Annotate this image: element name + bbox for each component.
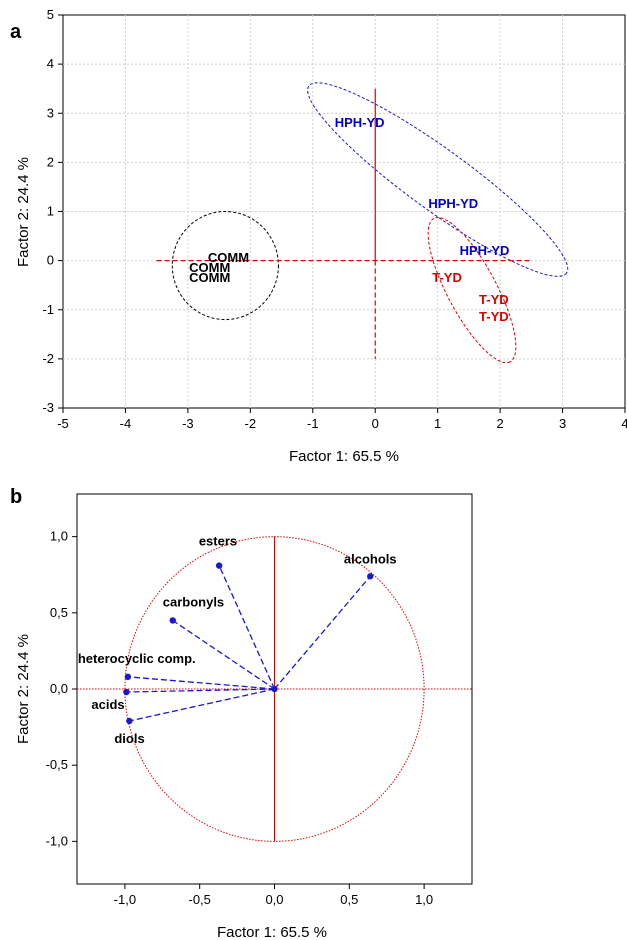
loading-label: diols xyxy=(114,731,144,746)
panel-a-x-ticks: -5 -4 -3 -2 -1 0 1 2 3 4 xyxy=(57,408,627,431)
panel-a-zero-lines xyxy=(156,88,532,359)
panel-b-x-ticks: -1,0 -0,5 0,0 0,5 1,0 xyxy=(114,884,433,907)
y-tick-label: 4 xyxy=(47,56,54,71)
x-tick-label: 1,0 xyxy=(415,892,433,907)
loading-label: carbonyls xyxy=(163,594,224,609)
panel-a-label: a xyxy=(10,21,22,43)
x-tick-label: 3 xyxy=(559,416,566,431)
origin-point xyxy=(271,685,278,693)
y-tick-label: 5 xyxy=(47,7,54,22)
y-tick-label: 2 xyxy=(47,154,54,169)
loading-vector xyxy=(172,619,275,690)
y-tick-label: -2 xyxy=(42,351,54,366)
x-tick-label: -5 xyxy=(57,416,69,431)
x-tick-label: 1 xyxy=(434,416,441,431)
loading-point xyxy=(123,688,130,696)
x-tick-label: 0,0 xyxy=(265,892,283,907)
point-label: T-YD xyxy=(432,270,462,285)
loading-point xyxy=(169,617,176,624)
loading-label: esters xyxy=(199,534,237,549)
point-label: HPH-YD xyxy=(460,243,510,258)
x-tick-label: 0 xyxy=(372,416,379,431)
panel-a-x-axis-label: Factor 1: 65.5 % xyxy=(289,448,399,465)
loading-point xyxy=(126,717,133,725)
point-label: T-YD xyxy=(479,309,509,324)
y-tick-label: -1 xyxy=(42,302,54,317)
loading-vector xyxy=(274,575,371,690)
x-tick-label: 0,5 xyxy=(340,892,358,907)
panel-a-y-axis-label: Factor 2: 24.4 % xyxy=(15,157,32,267)
x-tick-label: -1 xyxy=(307,416,319,431)
loading-point xyxy=(367,573,374,580)
point-label: COMM xyxy=(189,270,230,285)
panel-b-loading-vectors: esters alcohols carbonyls heterocyclic comp… xyxy=(78,534,397,746)
loading-label: alcohols xyxy=(344,551,397,566)
loading-point xyxy=(124,673,132,681)
loading-vector xyxy=(127,676,275,690)
y-tick-label: -1,0 xyxy=(46,833,68,848)
loading-point xyxy=(215,562,223,569)
panel-b-y-ticks: 1,0 0,5 0,0 -0,5 -1,0 xyxy=(46,529,77,848)
panel-a-grid xyxy=(63,15,625,408)
hph-yd-group-ellipse xyxy=(307,82,569,277)
y-tick-label: 0,0 xyxy=(50,681,68,696)
loading-vector xyxy=(129,688,275,722)
panel-a-ellipses xyxy=(171,82,569,364)
t-yd-group-ellipse xyxy=(427,217,517,364)
y-tick-label: 1 xyxy=(47,204,54,219)
loading-label: acids xyxy=(91,697,124,712)
loading-vector xyxy=(126,688,275,693)
panel-a-points: COMMCOMMCOMMHPH-YDHPH-YDHPH-YDT-YDT-YDT-… xyxy=(189,115,509,324)
point-label: HPH-YD xyxy=(428,196,478,211)
y-tick-label: 0,5 xyxy=(50,605,68,620)
loading-label: heterocyclic comp. xyxy=(78,651,196,666)
x-tick-label: -2 xyxy=(245,416,257,431)
point-label: T-YD xyxy=(479,292,509,307)
x-tick-label: 2 xyxy=(496,416,503,431)
y-tick-label: 1,0 xyxy=(50,529,68,544)
y-tick-label: -0,5 xyxy=(46,757,68,772)
comm-group-ellipse xyxy=(171,211,279,321)
x-tick-label: -1,0 xyxy=(114,892,136,907)
x-tick-label: -0,5 xyxy=(188,892,210,907)
x-tick-label: 4 xyxy=(621,416,627,431)
x-tick-label: -3 xyxy=(182,416,194,431)
y-tick-label: 0 xyxy=(47,253,54,268)
x-tick-label: -4 xyxy=(120,416,132,431)
point-label: HPH-YD xyxy=(335,115,385,130)
panel-b-label: b xyxy=(10,486,22,508)
point-label: COMM xyxy=(189,260,230,275)
loading-vector xyxy=(218,565,276,690)
panel-b-y-axis-label: Factor 2: 24.4 % xyxy=(15,634,32,744)
y-tick-label: 3 xyxy=(47,105,54,120)
point-label: COMM xyxy=(208,250,249,265)
y-tick-label: -3 xyxy=(42,400,54,415)
panel-a-y-ticks: -3 -2 -1 0 1 2 3 4 5 xyxy=(42,7,63,415)
panel-b-x-axis-label: Factor 1: 65.5 % xyxy=(217,924,327,940)
